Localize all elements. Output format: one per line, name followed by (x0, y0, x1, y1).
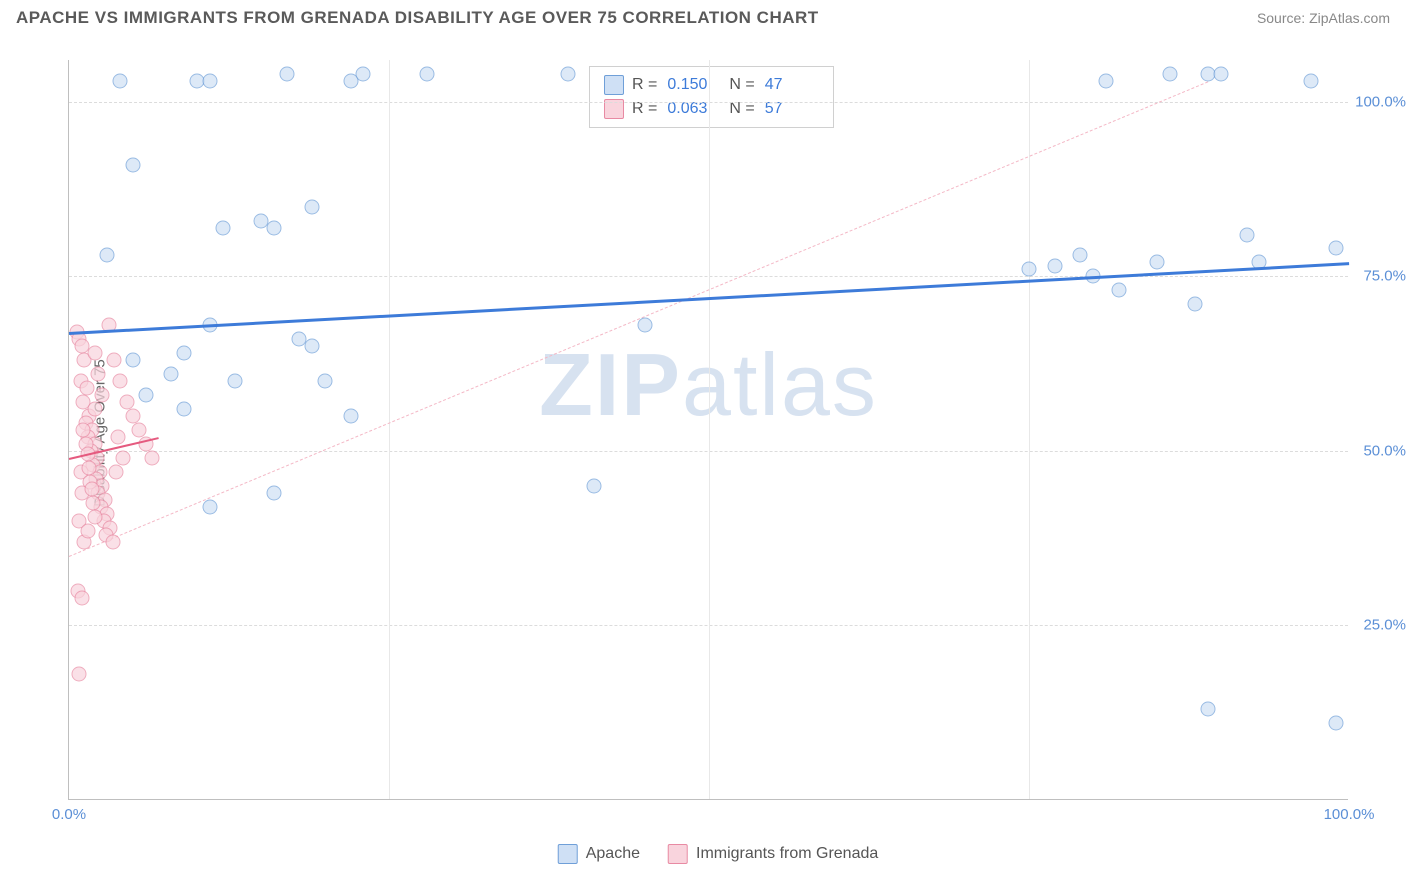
data-point (1329, 716, 1344, 731)
data-point (266, 485, 281, 500)
data-point (561, 66, 576, 81)
chart-title: APACHE VS IMMIGRANTS FROM GRENADA DISABI… (16, 8, 819, 28)
data-point (215, 220, 230, 235)
data-point (138, 388, 153, 403)
data-point (318, 374, 333, 389)
legend: Apache Immigrants from Grenada (558, 844, 879, 864)
data-point (126, 353, 141, 368)
trend-line (69, 81, 1209, 557)
legend-item: Immigrants from Grenada (668, 844, 878, 864)
data-point (106, 353, 121, 368)
data-point (119, 395, 134, 410)
data-point (1303, 73, 1318, 88)
data-point (1150, 255, 1165, 270)
chart-header: APACHE VS IMMIGRANTS FROM GRENADA DISABI… (0, 0, 1406, 32)
data-point (177, 402, 192, 417)
legend-item: Apache (558, 844, 640, 864)
y-tick-label: 75.0% (1363, 268, 1406, 285)
data-point (109, 464, 124, 479)
data-point (81, 524, 96, 539)
stats-row: R =0.063N =57 (604, 97, 819, 121)
series-swatch (604, 75, 624, 95)
data-point (202, 73, 217, 88)
data-point (126, 157, 141, 172)
legend-label: Immigrants from Grenada (696, 845, 878, 863)
stats-box: R = 0.150 N = 47 R =0.063N =57 (589, 66, 834, 128)
stat-r-value: 0.150 (667, 76, 721, 94)
stat-r-label: R = (632, 76, 657, 94)
data-point (105, 534, 120, 549)
data-point (72, 667, 87, 682)
data-point (305, 339, 320, 354)
data-point (1162, 66, 1177, 81)
x-tick-label: 0.0% (52, 806, 86, 823)
data-point (145, 450, 160, 465)
data-point (85, 482, 100, 497)
data-point (79, 381, 94, 396)
data-point (91, 367, 106, 382)
data-point (279, 66, 294, 81)
data-point (100, 248, 115, 263)
data-point (202, 499, 217, 514)
data-point (115, 450, 130, 465)
data-point (420, 66, 435, 81)
data-point (86, 496, 101, 511)
legend-swatch (558, 844, 578, 864)
data-point (110, 429, 125, 444)
data-point (177, 346, 192, 361)
data-point (1047, 258, 1062, 273)
y-tick-label: 50.0% (1363, 442, 1406, 459)
data-point (87, 346, 102, 361)
data-point (1188, 297, 1203, 312)
watermark-atlas: atlas (682, 335, 878, 434)
data-point (266, 220, 281, 235)
data-point (228, 374, 243, 389)
x-tick-label: 100.0% (1324, 806, 1375, 823)
gridline-v (709, 60, 710, 799)
data-point (1073, 248, 1088, 263)
data-point (1239, 227, 1254, 242)
data-point (113, 374, 128, 389)
stat-n-value: 47 (765, 76, 819, 94)
data-point (1098, 73, 1113, 88)
data-point (76, 423, 91, 438)
data-point (343, 409, 358, 424)
gridline-v (1029, 60, 1030, 799)
data-point (1201, 702, 1216, 717)
data-point (164, 367, 179, 382)
source-label: Source: ZipAtlas.com (1257, 10, 1390, 26)
data-point (132, 423, 147, 438)
data-point (95, 388, 110, 403)
legend-label: Apache (586, 845, 640, 863)
gridline-v (389, 60, 390, 799)
data-point (88, 510, 103, 525)
data-point (356, 66, 371, 81)
data-point (88, 402, 103, 417)
data-point (1022, 262, 1037, 277)
y-tick-label: 25.0% (1363, 617, 1406, 634)
stat-n-label: N = (729, 76, 754, 94)
y-tick-label: 100.0% (1355, 93, 1406, 110)
plot-area: ZIPatlas R =0.150N =47R =0.063N =57 25.0… (68, 60, 1348, 800)
data-point (1329, 241, 1344, 256)
legend-swatch (668, 844, 688, 864)
stats-row: R = 0.150 N = 47 (604, 73, 819, 97)
data-point (305, 199, 320, 214)
chart-container: Disability Age Over 75 ZIPatlas R =0.150… (48, 48, 1388, 818)
data-point (638, 318, 653, 333)
data-point (74, 590, 89, 605)
data-point (126, 409, 141, 424)
data-point (586, 478, 601, 493)
data-point (1214, 66, 1229, 81)
data-point (81, 461, 96, 476)
data-point (1111, 283, 1126, 298)
data-point (113, 73, 128, 88)
